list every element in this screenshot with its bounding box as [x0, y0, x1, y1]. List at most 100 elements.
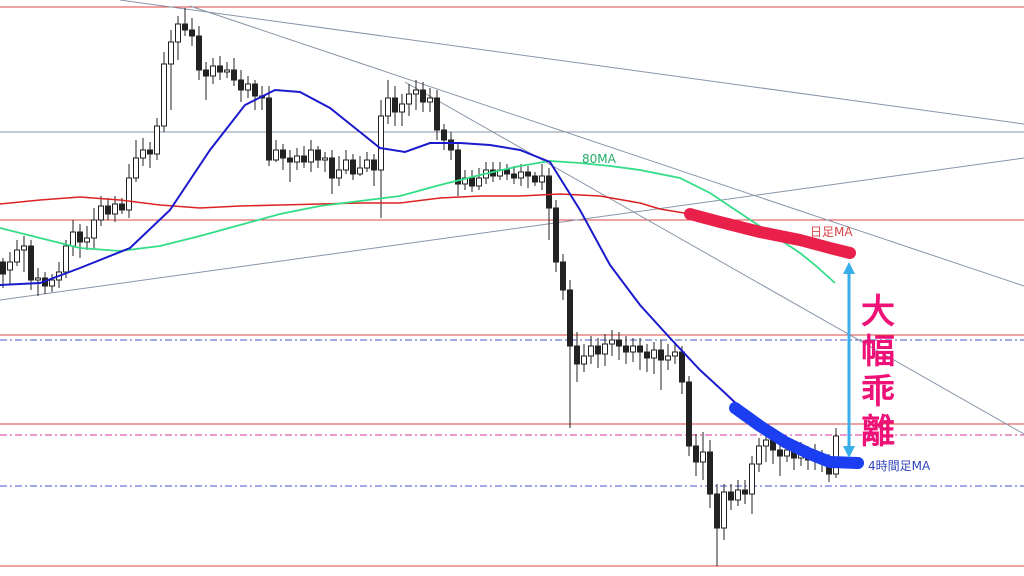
candle-body [364, 159, 370, 169]
candle-75 [525, 166, 531, 188]
candle-25 [175, 16, 181, 60]
divergence-char: 離 [861, 412, 895, 452]
candle-27 [189, 18, 195, 46]
candle-52 [364, 152, 370, 172]
candle-body [0, 261, 6, 275]
candle-body [154, 125, 160, 155]
candle-106 [742, 480, 748, 504]
candle-body [644, 351, 650, 359]
candle-body [406, 93, 412, 105]
candle-body [35, 277, 41, 281]
candle-body [14, 249, 20, 263]
candle-95 [665, 344, 671, 370]
candle-86 [602, 334, 608, 366]
candle-56 [392, 86, 398, 126]
candle-72 [504, 164, 510, 180]
candle-65 [455, 144, 461, 196]
candle-92 [644, 344, 650, 372]
divergence-label: 大幅乖離 [858, 292, 898, 452]
candle-body [672, 351, 678, 357]
candle-body [630, 345, 636, 353]
candle-82 [574, 332, 580, 382]
candle-50 [350, 154, 356, 180]
candle-33 [231, 58, 237, 86]
candle-63 [441, 124, 447, 150]
candle-body [749, 463, 755, 495]
candle-15 [105, 198, 111, 220]
horizontal-levels [0, 6, 1024, 567]
label-daily-ma: 日足MA [810, 225, 853, 239]
candle-54 [378, 100, 384, 218]
candle-39 [273, 140, 279, 162]
candle-61 [427, 88, 433, 112]
candle-105 [735, 480, 741, 506]
candle-38 [266, 86, 272, 166]
divergence-text: 大幅乖離 [858, 292, 898, 452]
candle-body [217, 65, 223, 73]
candle-body [231, 69, 237, 81]
candle-81 [567, 280, 573, 428]
candle-12 [84, 226, 90, 250]
candle-85 [595, 338, 601, 368]
candle-80 [560, 254, 566, 300]
candle-41 [287, 150, 293, 182]
candle-79 [553, 200, 559, 272]
candle-84 [588, 336, 594, 364]
candle-96 [672, 342, 678, 364]
candle-9 [63, 240, 69, 278]
candle-body [525, 171, 531, 177]
candle-87 [609, 330, 615, 356]
candle-111 [777, 440, 783, 476]
candle-35 [245, 76, 251, 98]
candle-62 [434, 90, 440, 140]
candle-26 [182, 8, 188, 36]
candle-body [252, 83, 258, 97]
candle-100 [700, 432, 706, 480]
candle-58 [406, 84, 412, 116]
candle-body [336, 169, 342, 179]
candle-body [182, 23, 188, 31]
candle-body [420, 89, 426, 103]
annotations [684, 208, 864, 469]
candle-19 [133, 140, 139, 182]
divergence-char: 大 [861, 292, 895, 332]
daily-ma-highlight [684, 208, 856, 259]
candle-42 [294, 148, 300, 170]
candle-body [777, 449, 783, 457]
label-80ma: 80MA [582, 152, 617, 166]
candle-109 [763, 432, 769, 462]
candle-32 [224, 62, 230, 78]
divergence-char: 乖 [861, 372, 895, 412]
candle-body [133, 157, 139, 179]
candle-31 [217, 56, 223, 80]
candle-46 [322, 152, 328, 172]
candle-89 [623, 336, 629, 364]
candle-36 [252, 80, 258, 110]
candle-6 [42, 272, 48, 294]
label-4h-ma: 4時間足MA [868, 459, 931, 473]
candle-body [168, 41, 174, 65]
candle-body [721, 491, 727, 529]
candle-body [833, 435, 839, 475]
candle-49 [343, 150, 349, 174]
candle-body [616, 339, 622, 347]
candle-body [280, 149, 286, 159]
candle-body [413, 89, 419, 95]
candle-94 [658, 340, 664, 390]
h4-ma-highlight [729, 402, 864, 469]
candle-91 [637, 338, 643, 370]
candle-14 [98, 196, 104, 226]
candle-body [700, 451, 706, 463]
candle-24 [168, 30, 174, 110]
candle-body [147, 149, 153, 155]
candle-body [119, 203, 125, 211]
candle-30 [210, 58, 216, 84]
candle-60 [420, 82, 426, 112]
candle-body [210, 65, 216, 77]
candle-40 [280, 144, 286, 170]
candle-3 [21, 236, 27, 272]
candle-0 [0, 258, 6, 288]
ma80-line [0, 160, 836, 284]
candle-107 [749, 456, 755, 514]
candle-99 [693, 434, 699, 476]
